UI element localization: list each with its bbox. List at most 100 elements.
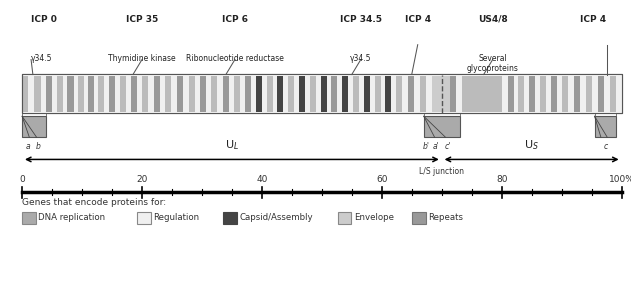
- Text: Genes that encode proteins for:: Genes that encode proteins for:: [22, 198, 166, 207]
- Bar: [396, 76, 402, 112]
- Bar: [391, 76, 396, 112]
- Bar: [438, 76, 450, 112]
- Bar: [28, 76, 34, 112]
- Bar: [288, 76, 294, 112]
- Bar: [540, 76, 546, 112]
- Text: a': a': [432, 142, 439, 150]
- Bar: [267, 76, 273, 112]
- Bar: [171, 76, 177, 112]
- Bar: [338, 212, 351, 224]
- Text: 80: 80: [496, 175, 507, 184]
- Bar: [273, 76, 278, 112]
- Bar: [420, 76, 426, 112]
- Bar: [592, 76, 598, 112]
- Bar: [229, 76, 233, 112]
- Bar: [604, 76, 610, 112]
- Text: 20: 20: [136, 175, 148, 184]
- Bar: [414, 76, 420, 112]
- Bar: [177, 76, 183, 112]
- Text: Several
glycoproteins: Several glycoproteins: [467, 54, 519, 73]
- Bar: [154, 76, 160, 112]
- Bar: [456, 76, 462, 112]
- Bar: [211, 76, 217, 112]
- Bar: [137, 212, 151, 224]
- Bar: [160, 76, 165, 112]
- Bar: [546, 76, 551, 112]
- Bar: [41, 76, 46, 112]
- Bar: [262, 76, 267, 112]
- Bar: [562, 76, 568, 112]
- Bar: [598, 76, 604, 112]
- Bar: [206, 76, 211, 112]
- Bar: [240, 76, 245, 112]
- Bar: [199, 76, 206, 112]
- Text: L/S junction: L/S junction: [419, 167, 464, 176]
- Text: Ribonucleotide reductase: Ribonucleotide reductase: [186, 54, 284, 63]
- Bar: [189, 76, 195, 112]
- Text: ICP 4: ICP 4: [581, 15, 606, 24]
- Text: γ34.5: γ34.5: [350, 54, 372, 63]
- Bar: [78, 76, 84, 112]
- Bar: [131, 76, 137, 112]
- Text: Envelope: Envelope: [354, 213, 394, 222]
- Bar: [594, 116, 615, 137]
- Bar: [462, 76, 502, 112]
- Text: c': c': [444, 142, 451, 150]
- Bar: [22, 116, 46, 137]
- Bar: [586, 76, 592, 112]
- Text: a: a: [26, 142, 30, 150]
- Bar: [412, 212, 426, 224]
- Bar: [52, 76, 57, 112]
- Bar: [67, 76, 74, 112]
- Bar: [386, 76, 391, 112]
- Bar: [88, 76, 94, 112]
- Bar: [507, 76, 514, 112]
- Bar: [310, 76, 316, 112]
- Bar: [568, 76, 574, 112]
- Text: 100%: 100%: [608, 175, 631, 184]
- Bar: [519, 76, 524, 112]
- Text: ICP 35: ICP 35: [126, 15, 158, 24]
- Bar: [223, 212, 237, 224]
- Bar: [529, 76, 535, 112]
- Text: DNA replication: DNA replication: [38, 213, 105, 222]
- Bar: [233, 76, 240, 112]
- Bar: [22, 74, 622, 113]
- Bar: [109, 76, 115, 112]
- Bar: [22, 212, 36, 224]
- Bar: [165, 76, 171, 112]
- Bar: [34, 76, 41, 112]
- Bar: [84, 76, 88, 112]
- Bar: [342, 76, 348, 112]
- Text: c: c: [603, 142, 608, 150]
- Bar: [338, 76, 342, 112]
- Bar: [46, 76, 52, 112]
- Bar: [579, 76, 586, 112]
- Bar: [104, 76, 109, 112]
- Bar: [535, 76, 540, 112]
- Bar: [353, 76, 359, 112]
- Bar: [294, 76, 299, 112]
- Text: b: b: [35, 142, 40, 150]
- Bar: [63, 76, 67, 112]
- Bar: [331, 76, 338, 112]
- Bar: [148, 76, 154, 112]
- Bar: [195, 76, 199, 112]
- Bar: [610, 76, 615, 112]
- Bar: [321, 76, 327, 112]
- Bar: [223, 76, 229, 112]
- Bar: [94, 76, 98, 112]
- Bar: [278, 76, 283, 112]
- Bar: [183, 76, 189, 112]
- Bar: [22, 76, 28, 112]
- Text: US4/8: US4/8: [478, 15, 507, 24]
- Bar: [120, 76, 126, 112]
- Bar: [245, 76, 251, 112]
- Bar: [327, 76, 331, 112]
- Bar: [283, 76, 288, 112]
- Bar: [217, 76, 223, 112]
- Bar: [126, 76, 131, 112]
- Text: Thymidine kinase: Thymidine kinase: [108, 54, 176, 63]
- Bar: [432, 76, 438, 112]
- Bar: [142, 76, 148, 112]
